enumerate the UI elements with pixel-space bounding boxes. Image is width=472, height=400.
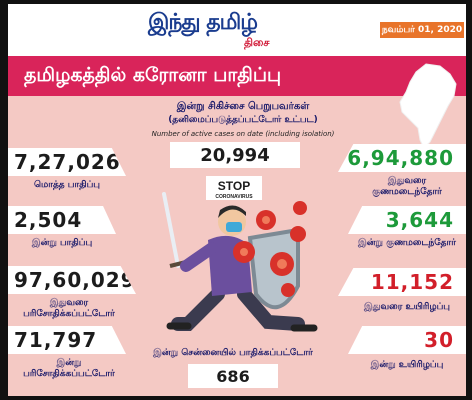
today-cases-label: இன்று பாதிப்பு — [31, 238, 93, 248]
logo: இந்து தமிழ் திசை — [148, 10, 348, 50]
active-cases-sub: (தனிமைப்படுத்தப்பட்டோர் உட்பட) — [168, 115, 318, 125]
tamil-nadu-map-icon — [399, 63, 457, 149]
active-cases-english: Number of active cases on date (includin… — [151, 130, 335, 138]
stop-sign-board — [206, 176, 262, 200]
total-recovered-value: 6,94,880 — [338, 144, 466, 172]
total-cases-value: 7,27,026 — [8, 148, 126, 176]
page-title: தமிழகத்தில் கரோனா பாதிப்பு — [24, 64, 282, 86]
chennai-cases-value: 686 — [188, 364, 278, 388]
logo-main: இந்து தமிழ் — [148, 10, 258, 35]
today-cases-value: 2,504 — [8, 206, 116, 234]
chennai-cases-label: இன்று சென்னையில் பாதிக்கப்பட்டோர் — [153, 348, 313, 358]
active-cases-value: 20,994 — [170, 142, 300, 168]
today-recovered-label: இன்று குணமடைந்தோர் — [358, 238, 456, 248]
today-tests-label: இன்று பரிசோதிக்கப்பட்டோர் — [23, 358, 115, 379]
total-recovered-label: இதுவரை குணமடைந்தோர் — [372, 176, 442, 197]
virus-fighter-illustration-icon: STOP CORONAVIRUS — [162, 176, 318, 332]
today-deaths-value: 30 — [348, 326, 466, 354]
infographic: இந்து தமிழ் திசை நவம்பர் 01, 2020 தமிழகத… — [8, 4, 466, 396]
total-deaths-value: 11,152 — [338, 268, 466, 296]
logo-sub: திசை — [244, 36, 270, 49]
active-cases-label: இன்று சிகிச்சை பெறுபவர்கள் — [176, 101, 310, 112]
total-tests-value: 97,60,029 — [8, 266, 136, 294]
today-recovered-value: 3,644 — [348, 206, 466, 234]
total-cases-label: மொத்த பாதிப்பு — [34, 180, 100, 190]
stop-sign-main: STOP — [218, 179, 250, 193]
date-badge: நவம்பர் 01, 2020 — [380, 22, 464, 38]
total-deaths-label: இதுவரை உயிரிழப்பு — [364, 302, 450, 312]
today-tests-value: 71,797 — [8, 326, 126, 354]
today-deaths-label: இன்று உயிரிழப்பு — [370, 360, 444, 370]
header: இந்து தமிழ் திசை நவம்பர் 01, 2020 — [8, 4, 466, 56]
title-bar: தமிழகத்தில் கரோனா பாதிப்பு — [8, 56, 466, 96]
stop-sign-sub: CORONAVIRUS — [215, 194, 253, 200]
total-tests-label: இதுவரை பரிசோதிக்கப்பட்டோர் — [23, 298, 115, 319]
